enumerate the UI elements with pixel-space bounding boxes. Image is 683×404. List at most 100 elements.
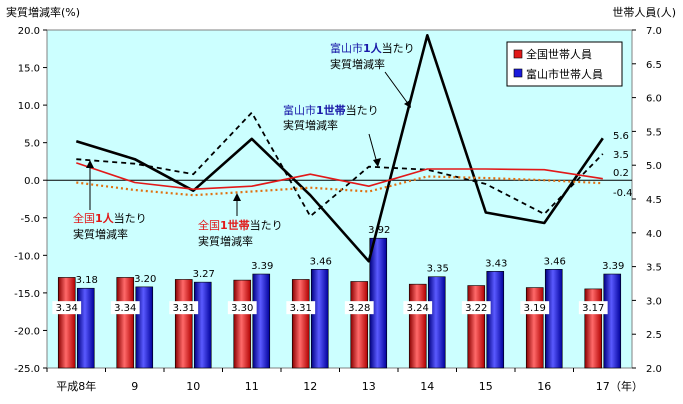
- svg-text:全国1世帯当たり: 全国1世帯当たり: [198, 218, 283, 232]
- right-tick-label: 6.5: [646, 60, 662, 71]
- x-axis: 平成8年 9 10 11 12 13 14 15 16 17: [46, 368, 610, 393]
- annotation-national-person-c: 当たり: [114, 211, 147, 225]
- bar-label-toyama: 3.46: [544, 256, 566, 267]
- bar-national: [57, 277, 76, 369]
- right-tick-label: 7.0: [646, 26, 662, 37]
- x-tick-label: 17: [596, 380, 610, 393]
- bar-toyama: [135, 286, 154, 369]
- bar-toyama: [427, 276, 446, 369]
- annotation-toyama-household: 富山市1世帯当たり 実質増減率: [283, 103, 381, 167]
- legend-swatch-toyama: [513, 68, 523, 78]
- annotation-toyama-person-line2: 実質増減率: [330, 57, 385, 71]
- bar-label-toyama: 3.20: [134, 274, 156, 285]
- bar-label-toyama: 3.46: [310, 256, 332, 267]
- annotation-toyama-household-line2: 実質増減率: [283, 118, 338, 132]
- annotation-toyama-household-b: 1世帯: [316, 103, 346, 117]
- bar-label-national: 3.22: [465, 303, 487, 314]
- right-tick-label: 5.0: [646, 161, 662, 172]
- svg-text:富山市1世帯当たり: 富山市1世帯当たり: [283, 103, 379, 117]
- bar-label-bg-national: [169, 301, 199, 315]
- bar-label-bg-national: [286, 301, 316, 315]
- bar-label-national: 3.34: [56, 303, 78, 314]
- svg-text:全国1人当たり: 全国1人当たり: [73, 211, 147, 225]
- legend-label-national: 全国世帯人員: [526, 47, 592, 61]
- x-tick-label: 14: [420, 380, 434, 393]
- bar-label-national: 3.17: [582, 303, 604, 314]
- bar-label-bg-national: [110, 301, 140, 315]
- right-tick-label: 5.5: [646, 127, 662, 138]
- end-label-toyama-household: 3.5: [613, 150, 629, 161]
- legend-swatch-national: [513, 49, 523, 59]
- bar-label-bg-national: [403, 301, 433, 315]
- annotation-toyama-person-a: 富山市: [330, 41, 363, 55]
- annotation-national-household-arrowhead: [233, 193, 241, 201]
- bar-label-bg-national: [520, 301, 550, 315]
- x-unit-label: （年）: [610, 379, 643, 393]
- right-tick-label: 3.0: [646, 296, 662, 307]
- bar-label-toyama: 3.35: [427, 264, 449, 275]
- x-tick-label: 16: [537, 380, 551, 393]
- bar-toyama: [544, 269, 563, 369]
- bar-national: [174, 279, 193, 369]
- bar-label-national: 3.34: [114, 303, 136, 314]
- svg-text:富山市1人当たり: 富山市1人当たり: [330, 41, 415, 55]
- annotation-toyama-household-arrowhead: [373, 158, 381, 167]
- lines: [75, 33, 604, 263]
- left-tick-label: 0.0: [24, 176, 40, 187]
- annotation-toyama-household-a: 富山市: [283, 103, 316, 117]
- bar-national: [233, 279, 252, 369]
- annotation-national-household-c: 当たり: [250, 218, 283, 232]
- annotation-national-household-line2: 実質増減率: [198, 234, 253, 248]
- bar-toyama: [603, 273, 622, 369]
- bar-national: [116, 277, 135, 369]
- left-tick-label: -25.0: [14, 364, 40, 375]
- x-tick-label: 13: [362, 380, 376, 393]
- bar-label-toyama: 3.39: [251, 261, 273, 272]
- bar-label-toyama: 3.92: [368, 225, 390, 236]
- bar-national: [467, 285, 486, 369]
- bar-toyama: [486, 271, 505, 369]
- x-tick-label: 15: [479, 380, 493, 393]
- bar-national: [408, 283, 427, 369]
- left-tick-label: 15.0: [18, 64, 40, 75]
- x-tick-label: 11: [245, 380, 259, 393]
- x-tick-label: 12: [303, 380, 317, 393]
- right-axis-label: 世帯人員(人): [612, 6, 676, 19]
- left-tick-label: -20.0: [14, 326, 40, 337]
- bar-toyama: [310, 269, 329, 369]
- bar-label-bg-national: [52, 301, 82, 315]
- left-tick-label: 20.0: [18, 26, 40, 37]
- right-tick-label: 2.5: [646, 330, 662, 341]
- bar-label-national: 3.30: [231, 303, 253, 314]
- bar-national: [584, 288, 603, 369]
- end-label-toyama-person: 5.6: [613, 131, 629, 142]
- left-tick-label: -5.0: [20, 214, 40, 225]
- bar-toyama: [76, 287, 95, 369]
- bar-label-bg-national: [461, 301, 491, 315]
- bar-national: [525, 287, 544, 369]
- annotation-toyama-household-c: 当たり: [346, 103, 379, 117]
- left-tick-label: 10.0: [18, 101, 40, 112]
- bar-label-toyama: 3.18: [76, 275, 98, 286]
- bar-label-national: 3.19: [524, 303, 546, 314]
- annotation-national-person-line2: 実質増減率: [73, 227, 128, 241]
- bar-label-toyama: 3.43: [485, 258, 507, 269]
- x-tick-label: 10: [186, 380, 200, 393]
- bar-label-bg-national: [578, 301, 608, 315]
- annotation-national-person-b: 1人: [95, 211, 115, 225]
- line-toyama_household: [76, 111, 604, 218]
- annotation-national-household-b: 1世帯: [220, 218, 250, 232]
- annotation-national-person-arrowhead: [86, 160, 94, 168]
- annotation-national-household: 全国1世帯当たり 実質増減率: [198, 193, 283, 248]
- annotation-national-household-a: 全国: [198, 218, 220, 232]
- left-axis-label: 実質増減率(%): [6, 5, 80, 19]
- left-tick-label: 5.0: [24, 139, 40, 150]
- annotation-toyama-person-arrow: [384, 71, 410, 106]
- bar-label-national: 3.31: [173, 303, 195, 314]
- legend: 全国世帯人員 富山市世帯人員: [506, 41, 623, 87]
- annotation-toyama-person-b: 1人: [363, 41, 383, 55]
- bar-label-national: 3.31: [290, 303, 312, 314]
- bar-label-toyama: 3.39: [602, 261, 624, 272]
